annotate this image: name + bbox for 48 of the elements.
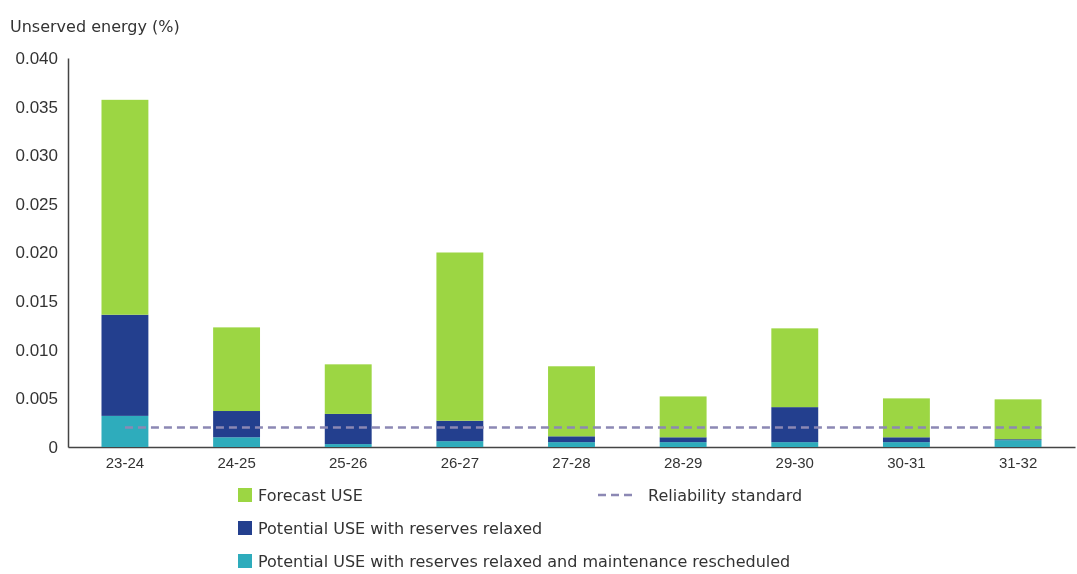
bar [659, 437, 707, 443]
y-tick-label: 0.025 [15, 194, 58, 214]
bar [994, 399, 1042, 440]
legend-label: Reliability standard [648, 486, 803, 505]
y-tick-label: 0.015 [15, 292, 58, 312]
y-tick-label: 0.035 [15, 97, 58, 117]
x-tick-label: 26-27 [440, 453, 480, 471]
bar [771, 442, 819, 447]
x-tick-label: 24-25 [217, 453, 256, 471]
bar [771, 328, 819, 408]
bar [771, 407, 819, 443]
y-tick-label: 0.010 [15, 340, 58, 360]
bar [324, 413, 372, 445]
bar [101, 415, 149, 447]
x-tick-label: 29-30 [775, 453, 814, 471]
bar [213, 327, 261, 412]
bar [882, 398, 930, 438]
y-tick-label: 0.005 [15, 389, 58, 409]
bar [882, 442, 930, 447]
x-tick-label: 28-29 [663, 453, 703, 471]
x-tick-label: 23-24 [105, 453, 145, 471]
bar [213, 437, 261, 447]
bar [548, 442, 595, 447]
legend-label: Potential USE with reserves relaxed and maintenance rescheduled [258, 552, 791, 571]
legend-label: Potential USE with reserves relaxed [258, 519, 543, 538]
bar [213, 411, 261, 438]
bar [548, 366, 595, 437]
y-tick-label: 0.030 [15, 146, 58, 166]
y-tick-label: 0.020 [15, 243, 58, 263]
x-tick-label: 30-31 [887, 453, 926, 471]
bar [436, 252, 484, 421]
bar [659, 442, 707, 447]
bar [101, 99, 149, 315]
x-tick-label: 31-32 [998, 453, 1038, 471]
bar [436, 441, 484, 447]
bar [994, 440, 1042, 447]
y-tick-label: 0.040 [15, 48, 58, 68]
bar [882, 437, 930, 443]
x-tick-label: 25-26 [329, 453, 368, 471]
bar [548, 436, 595, 443]
bar [324, 444, 372, 447]
bar [324, 364, 372, 414]
bar [101, 314, 149, 416]
legend-label: Forecast USE [258, 486, 363, 505]
y-tick-label: 0 [48, 437, 58, 457]
bar [659, 396, 707, 438]
y-axis-title: Unserved energy (%) [10, 17, 180, 36]
x-tick-label: 27-28 [552, 453, 591, 471]
